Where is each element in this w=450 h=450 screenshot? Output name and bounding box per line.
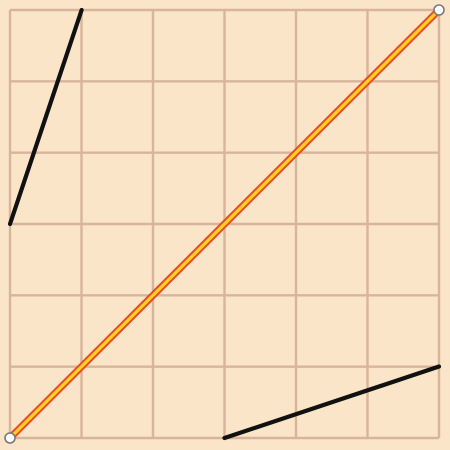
linear-curve xyxy=(8,8,441,440)
end-point-handle[interactable] xyxy=(433,4,445,16)
lower-right-tangent-line xyxy=(222,364,442,441)
upper-left-tangent-line xyxy=(7,7,84,227)
start-point-handle[interactable] xyxy=(4,432,16,444)
